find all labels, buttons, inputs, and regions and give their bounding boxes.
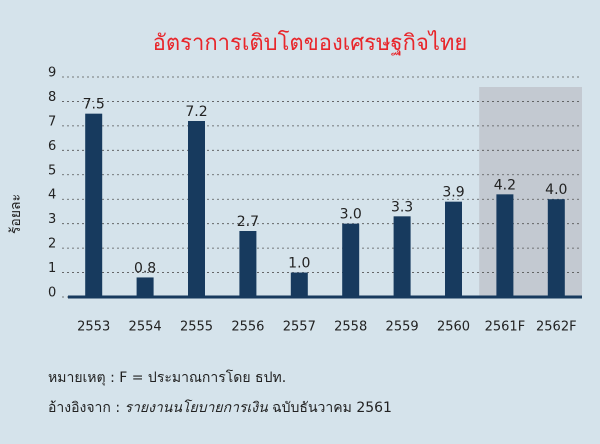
value-label: 4.0 xyxy=(545,182,567,198)
x-tick-label: 2553 xyxy=(77,320,110,335)
value-label: 2.7 xyxy=(237,214,259,230)
bar xyxy=(342,223,360,297)
y-tick-label: 9 xyxy=(48,66,56,81)
source-suffix: ฉบับธันวาคม 2561 xyxy=(272,400,392,416)
source-prefix: อ้างอิงจาก : xyxy=(48,400,120,416)
note: หมายเหตุ : F = ประมาณการโดย ธปท. xyxy=(48,369,286,386)
y-tick-label: 3 xyxy=(48,212,56,227)
forecast-highlight xyxy=(479,87,582,297)
y-tick-label: 4 xyxy=(48,188,56,203)
x-tick-label: 2559 xyxy=(386,320,419,335)
value-label: 3.3 xyxy=(391,199,413,215)
y-tick-label: 2 xyxy=(48,237,56,252)
bar xyxy=(496,194,514,297)
bar xyxy=(393,216,411,297)
x-tick-label: 2560 xyxy=(437,320,470,335)
value-label: 7.2 xyxy=(185,104,207,120)
x-tick-label: 2562F xyxy=(536,320,577,335)
bar xyxy=(136,277,154,297)
value-label: 3.9 xyxy=(442,185,464,201)
source: อ้างอิงจาก : รายงานนโยบายการเงิน ฉบับธัน… xyxy=(48,399,392,416)
y-tick-label: 8 xyxy=(48,90,56,105)
bar xyxy=(445,201,462,297)
y-tick-label: 0 xyxy=(48,286,56,301)
chart-title: อัตราการเติบโตของเศรษฐกิจไทย xyxy=(153,30,468,56)
x-tick-label: 2555 xyxy=(180,320,213,335)
x-tick-label: 2561F xyxy=(485,320,526,335)
value-label: 1.0 xyxy=(288,256,310,272)
bar xyxy=(85,113,103,298)
bar xyxy=(547,199,565,297)
x-tick-label: 2554 xyxy=(129,320,162,335)
value-label: 4.2 xyxy=(494,177,516,193)
bar xyxy=(188,121,205,297)
value-label: 3.0 xyxy=(340,207,362,223)
y-tick-label: 7 xyxy=(48,114,56,129)
x-tick-label: 2557 xyxy=(283,320,316,335)
y-tick-label: 1 xyxy=(48,261,56,276)
value-label: 0.8 xyxy=(134,260,156,276)
bar xyxy=(290,272,308,297)
y-tick-label: 6 xyxy=(48,139,56,154)
source-title: รายงานนโยบายการเงิน xyxy=(125,399,269,416)
x-tick-label: 2558 xyxy=(334,320,367,335)
value-label: 7.5 xyxy=(83,97,105,113)
bar xyxy=(239,231,257,297)
y-tick-label: 5 xyxy=(48,163,56,178)
x-tick-label: 2556 xyxy=(231,320,264,335)
y-axis-label: ร้อยละ xyxy=(8,194,24,234)
